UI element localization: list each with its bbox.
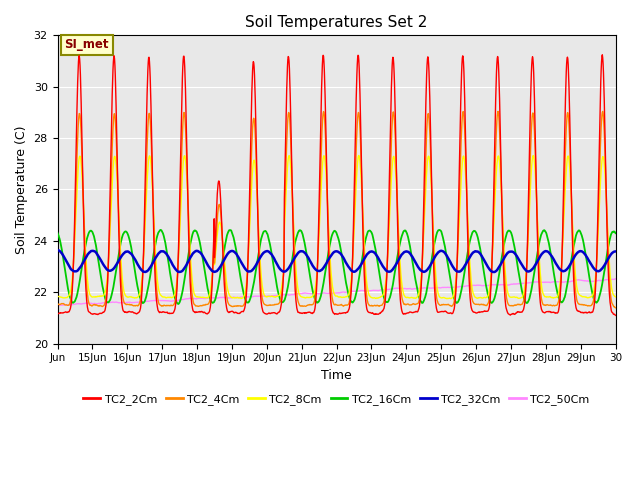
TC2_32Cm	[178, 268, 186, 274]
TC2_50Cm	[178, 297, 186, 302]
TC2_4Cm	[178, 154, 186, 159]
TC2_32Cm	[490, 269, 497, 275]
TC2_2Cm	[612, 312, 620, 318]
TC2_2Cm	[164, 311, 172, 316]
Line: TC2_32Cm: TC2_32Cm	[58, 250, 616, 272]
TC2_32Cm	[240, 264, 248, 270]
Y-axis label: Soil Temperature (C): Soil Temperature (C)	[15, 125, 28, 254]
TC2_32Cm	[497, 262, 504, 268]
TC2_16Cm	[175, 301, 182, 307]
TC2_50Cm	[612, 276, 620, 282]
TC2_16Cm	[424, 284, 431, 289]
TC2_32Cm	[612, 249, 620, 254]
TC2_32Cm	[54, 247, 61, 253]
TC2_2Cm	[240, 307, 248, 313]
Line: TC2_8Cm: TC2_8Cm	[58, 156, 616, 299]
TC2_8Cm	[497, 178, 504, 183]
TC2_2Cm	[545, 309, 553, 314]
TC2_50Cm	[164, 298, 172, 304]
Text: SI_met: SI_met	[65, 38, 109, 51]
TC2_8Cm	[612, 294, 620, 300]
TC2_4Cm	[423, 121, 431, 127]
X-axis label: Time: Time	[321, 369, 352, 382]
Line: TC2_2Cm: TC2_2Cm	[58, 55, 616, 315]
TC2_8Cm	[546, 294, 554, 300]
Line: TC2_50Cm: TC2_50Cm	[58, 279, 616, 306]
TC2_16Cm	[497, 261, 504, 267]
TC2_16Cm	[54, 230, 61, 236]
TC2_2Cm	[178, 105, 186, 110]
TC2_4Cm	[164, 303, 172, 309]
TC2_8Cm	[54, 293, 61, 299]
TC2_16Cm	[436, 227, 444, 233]
TC2_50Cm	[545, 279, 553, 285]
TC2_4Cm	[240, 301, 248, 307]
TC2_16Cm	[178, 291, 186, 297]
TC2_8Cm	[424, 159, 431, 165]
TC2_32Cm	[423, 267, 431, 273]
Legend: TC2_2Cm, TC2_4Cm, TC2_8Cm, TC2_16Cm, TC2_32Cm, TC2_50Cm: TC2_2Cm, TC2_4Cm, TC2_8Cm, TC2_16Cm, TC2…	[79, 389, 594, 409]
TC2_4Cm	[54, 301, 61, 307]
TC2_50Cm	[423, 285, 431, 291]
TC2_2Cm	[423, 62, 431, 68]
TC2_32Cm	[164, 253, 172, 259]
TC2_50Cm	[496, 282, 504, 288]
TC2_2Cm	[496, 112, 504, 118]
TC2_16Cm	[164, 256, 172, 262]
TC2_16Cm	[546, 247, 554, 252]
TC2_8Cm	[355, 153, 363, 158]
TC2_50Cm	[240, 294, 248, 300]
TC2_16Cm	[612, 230, 620, 236]
Line: TC2_16Cm: TC2_16Cm	[58, 230, 616, 304]
TC2_8Cm	[240, 293, 248, 299]
TC2_8Cm	[447, 296, 455, 301]
TC2_4Cm	[546, 302, 554, 308]
TC2_32Cm	[546, 250, 554, 256]
TC2_50Cm	[54, 303, 61, 309]
TC2_4Cm	[494, 108, 502, 114]
TC2_8Cm	[164, 294, 172, 300]
TC2_4Cm	[497, 147, 504, 153]
TC2_16Cm	[241, 294, 248, 300]
Title: Soil Temperatures Set 2: Soil Temperatures Set 2	[245, 15, 428, 30]
TC2_2Cm	[54, 311, 61, 317]
TC2_4Cm	[612, 305, 620, 311]
TC2_2Cm	[598, 52, 606, 58]
Line: TC2_4Cm: TC2_4Cm	[58, 111, 616, 308]
TC2_8Cm	[178, 187, 186, 192]
